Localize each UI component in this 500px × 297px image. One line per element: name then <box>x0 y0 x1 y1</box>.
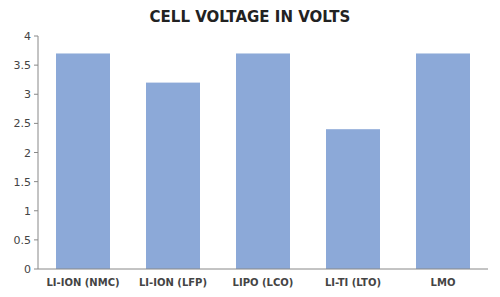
y-tick <box>34 152 38 153</box>
y-tick <box>34 36 38 37</box>
y-tick-label: 1 <box>24 205 31 218</box>
chart-container: CELL VOLTAGE IN VOLTS 0 0.5 1 1.5 2 2.5 3 3.5 4 LI… <box>0 0 500 297</box>
bar <box>146 83 200 269</box>
y-tick-label: 1.5 <box>14 176 32 189</box>
y-tick <box>34 181 38 182</box>
y-tick <box>34 269 38 270</box>
y-tick <box>34 239 38 240</box>
y-tick-label: 3 <box>24 88 31 101</box>
y-tick <box>34 210 38 211</box>
y-tick-label: 0.5 <box>14 234 32 247</box>
y-tick-label: 4 <box>24 30 31 43</box>
y-tick <box>34 123 38 124</box>
bar <box>416 53 470 269</box>
y-axis <box>38 36 39 269</box>
y-tick <box>34 65 38 66</box>
bar <box>326 129 380 269</box>
bars <box>56 53 470 269</box>
bar <box>236 53 290 269</box>
x-tick-label: LI-ION (LFP) <box>139 277 207 288</box>
x-tick-label: LMO <box>431 277 456 288</box>
title: CELL VOLTAGE IN VOLTS <box>150 8 351 26</box>
bar <box>56 53 110 269</box>
y-tick-label: 2.5 <box>14 117 32 130</box>
x-tick-label: LIPO (LCO) <box>233 277 294 288</box>
y-tick-label: 0 <box>24 263 31 276</box>
chart-svg: CELL VOLTAGE IN VOLTS 0 0.5 1 1.5 2 2.5 3 3.5 4 LI… <box>0 0 500 297</box>
y-tick <box>34 94 38 95</box>
y-tick-label: 3.5 <box>14 59 32 72</box>
x-tick-label: LI-ION (NMC) <box>46 277 119 288</box>
x-axis <box>38 269 488 270</box>
x-tick-label: LI-TI (LTO) <box>325 277 381 288</box>
y-tick-label: 2 <box>24 147 31 160</box>
